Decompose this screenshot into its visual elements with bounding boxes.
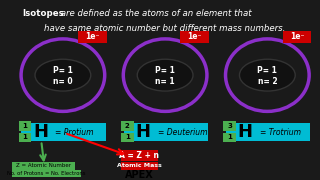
Text: 3: 3 (227, 123, 232, 129)
Circle shape (137, 59, 193, 91)
Text: have same atomic number but different mass numbers.: have same atomic number but different ma… (44, 24, 286, 33)
Text: APEX: APEX (125, 170, 154, 179)
Text: H: H (237, 123, 252, 141)
Text: 1: 1 (23, 123, 28, 129)
Text: = Protium: = Protium (55, 128, 94, 137)
FancyBboxPatch shape (226, 123, 310, 141)
FancyBboxPatch shape (19, 133, 31, 142)
FancyBboxPatch shape (223, 133, 236, 142)
Text: 1e⁻: 1e⁻ (85, 32, 100, 41)
FancyBboxPatch shape (12, 170, 81, 178)
Text: = Trotrium: = Trotrium (260, 128, 301, 137)
Text: P= 1: P= 1 (257, 66, 277, 75)
Text: Isotopes: Isotopes (23, 9, 64, 18)
FancyBboxPatch shape (121, 121, 133, 131)
Text: = Deuterium: = Deuterium (158, 128, 207, 137)
FancyBboxPatch shape (121, 162, 158, 170)
Text: 1e⁻: 1e⁻ (188, 32, 202, 41)
FancyBboxPatch shape (223, 121, 236, 131)
Text: 1: 1 (125, 134, 130, 140)
FancyBboxPatch shape (21, 123, 106, 141)
FancyBboxPatch shape (180, 31, 209, 43)
FancyBboxPatch shape (19, 121, 31, 131)
Text: P= 1: P= 1 (155, 66, 175, 75)
Text: P= 1: P= 1 (53, 66, 73, 75)
Text: Z = Atomic Number: Z = Atomic Number (16, 163, 71, 168)
Text: H: H (135, 123, 150, 141)
Text: H: H (33, 123, 48, 141)
Text: 1e⁻: 1e⁻ (290, 32, 304, 41)
FancyBboxPatch shape (121, 150, 158, 161)
Circle shape (239, 59, 295, 91)
Text: are defined as the atoms of an element that: are defined as the atoms of an element t… (58, 9, 252, 18)
Text: 1: 1 (23, 134, 28, 140)
FancyBboxPatch shape (78, 31, 107, 43)
FancyBboxPatch shape (283, 31, 311, 43)
Text: n= 0: n= 0 (53, 77, 73, 86)
Text: 2: 2 (125, 123, 130, 129)
Circle shape (35, 59, 91, 91)
FancyBboxPatch shape (124, 123, 208, 141)
FancyBboxPatch shape (121, 133, 133, 142)
Text: A = Z + n: A = Z + n (119, 151, 159, 160)
Text: Atomic Mass: Atomic Mass (117, 163, 162, 168)
Text: n= 1: n= 1 (155, 77, 175, 86)
Text: No. of Protons = No. Electrons: No. of Protons = No. Electrons (7, 171, 86, 176)
Text: n= 2: n= 2 (258, 77, 277, 86)
Text: 1: 1 (227, 134, 232, 140)
FancyBboxPatch shape (12, 162, 75, 170)
